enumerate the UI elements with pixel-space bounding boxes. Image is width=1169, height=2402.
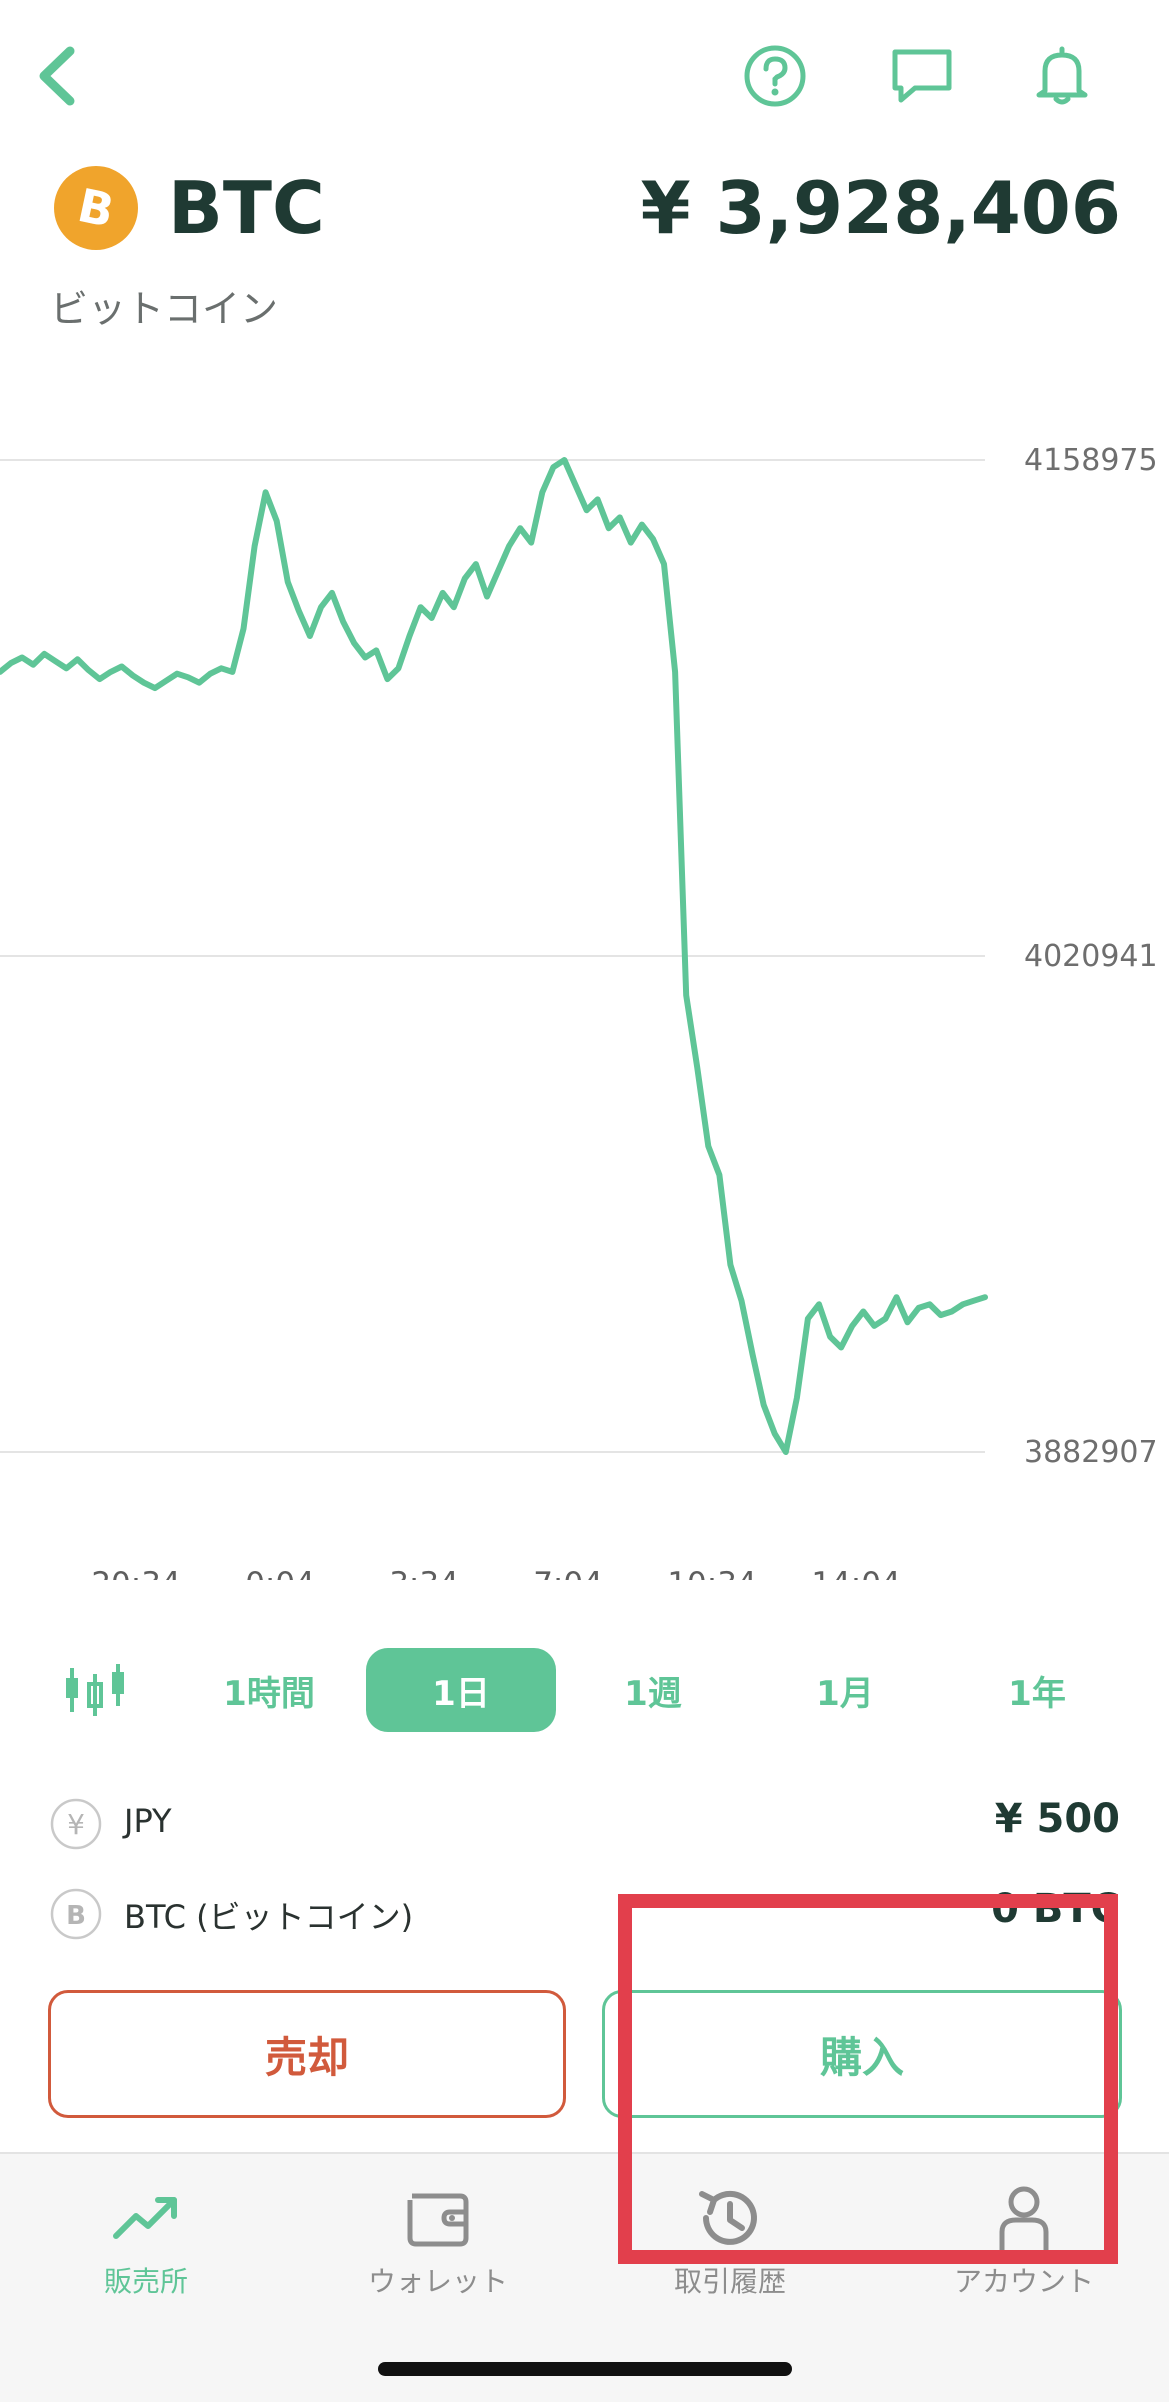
bitcoin-coin-icon: B: [50, 1888, 102, 1940]
notification-button[interactable]: [1022, 36, 1102, 116]
coin-symbol: BTC: [168, 166, 325, 250]
range-tab-1d[interactable]: 1日: [366, 1648, 556, 1732]
buy-button[interactable]: 購入: [602, 1990, 1122, 2118]
tab-account[interactable]: アカウント: [924, 2154, 1124, 2304]
chat-bubble-icon: [892, 49, 952, 103]
x-tick-label: 14:04: [811, 1566, 900, 1580]
price-chart[interactable]: 4158975 4020941 3882907 20:34 0:04 3:34 7:04 1…: [0, 420, 1169, 1580]
candle-toggle-button[interactable]: [62, 1660, 128, 1720]
tab-label: 販売所: [103, 2265, 188, 2298]
x-tick-label: 10:34: [667, 1566, 756, 1580]
x-tick-label: 7:04: [533, 1566, 603, 1580]
y-tick-label: 4158975: [1024, 443, 1158, 478]
tab-label: ウォレット: [367, 2265, 508, 2298]
tab-label: アカウント: [953, 2265, 1094, 2298]
balance-label: BTC (ビットコイン): [124, 1898, 414, 1936]
coin-name: ビットコイン: [50, 287, 279, 331]
y-tick-label: 3882907: [1024, 1435, 1158, 1470]
coin-price: ¥ 3,928,406: [640, 166, 1121, 250]
range-tab-1w[interactable]: 1週: [624, 1673, 682, 1714]
tab-history[interactable]: 取引履歴: [630, 2154, 830, 2304]
range-tab-1m[interactable]: 1月: [816, 1673, 874, 1714]
y-tick-label: 4020941: [1024, 939, 1158, 974]
price-series-line: [0, 457, 988, 1455]
x-tick-label: 3:34: [389, 1566, 459, 1580]
balance-value: 0 BTC: [991, 1886, 1120, 1932]
sell-button[interactable]: 売却: [48, 1990, 566, 2118]
range-tab-1y[interactable]: 1年: [1008, 1673, 1066, 1714]
history-icon: [699, 2190, 757, 2245]
yen-coin-icon: ¥: [50, 1798, 102, 1850]
chart-range-selector: 1時間 1日 1週 1月 1年: [0, 1640, 1169, 1740]
x-tick-label: 0:04: [245, 1566, 315, 1580]
help-button[interactable]: [735, 36, 815, 116]
bitcoin-logo-icon: B: [54, 166, 138, 250]
bell-icon: [1036, 46, 1088, 105]
person-icon: [999, 2186, 1049, 2250]
bottom-tab-bar: 販売所 ウォレット 取引履歴 アカウント: [0, 2152, 1169, 2402]
tab-label: 取引履歴: [673, 2265, 786, 2298]
balance-label: JPY: [124, 1802, 172, 1840]
balance-row-jpy: ¥ JPY ¥ 500: [50, 1796, 1120, 1856]
svg-text:B: B: [66, 1901, 86, 1931]
question-circle-icon: [744, 45, 806, 107]
chevron-left-icon: [39, 46, 75, 106]
wallet-icon: [407, 2193, 469, 2247]
x-tick-label: 20:34: [91, 1566, 180, 1580]
back-button[interactable]: [18, 36, 98, 116]
tab-exchange[interactable]: 販売所: [46, 2154, 246, 2304]
home-indicator: [378, 2362, 792, 2376]
tab-wallet[interactable]: ウォレット: [338, 2154, 538, 2304]
trending-up-icon: [113, 2197, 177, 2239]
balance-row-btc: B BTC (ビットコイン) 0 BTC: [50, 1886, 1120, 1946]
candlestick-icon: [66, 1664, 124, 1716]
chat-button[interactable]: [878, 36, 966, 116]
svg-text:¥: ¥: [67, 1808, 85, 1841]
range-tab-1h[interactable]: 1時間: [223, 1673, 315, 1714]
balance-value: ¥ 500: [994, 1796, 1120, 1842]
